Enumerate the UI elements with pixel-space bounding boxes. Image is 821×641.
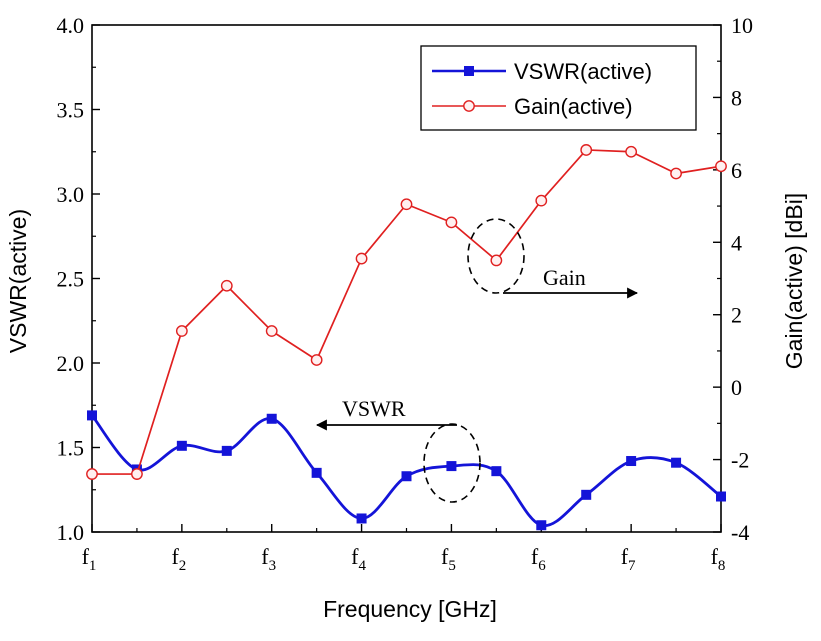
gain-annotation-label: Gain [543, 265, 586, 290]
vswr-active-point [446, 461, 457, 472]
y-right-axis-title: Gain(active) [dBi] [781, 193, 807, 369]
legend-vswr-label: VSWR(active) [514, 59, 652, 84]
y-left-tick-label: 1.0 [57, 520, 85, 545]
x-tick-label: f8 [711, 544, 726, 574]
gain-active-point [86, 468, 98, 480]
vswr-active-point [716, 491, 726, 502]
vswr-active-point [87, 410, 97, 421]
y-left-tick-label: 2.0 [57, 351, 85, 376]
y-right-tick-label: 10 [731, 13, 753, 38]
vswr-active-point [626, 456, 637, 467]
legend-gain-marker [463, 100, 475, 112]
gain-active-point [625, 145, 638, 158]
x-tick-label: f2 [171, 544, 186, 574]
gain-active-point [400, 198, 413, 211]
legend-gain-label: Gain(active) [514, 94, 633, 119]
vswr-active-point [581, 489, 592, 500]
gain-highlight-ellipse [467, 218, 525, 294]
gain-active-point [355, 252, 368, 265]
gain-active-point [535, 194, 548, 207]
y-left-tick-label: 1.5 [57, 436, 85, 461]
y-right-tick-label: 6 [731, 158, 742, 183]
vswr-active-point [176, 440, 187, 451]
x-axis-title: Frequency [GHz] [323, 596, 497, 622]
y-left-tick-label: 4.0 [57, 13, 85, 38]
gain-active-point [131, 468, 143, 480]
axes-layer: 1.0 1.5 2.0 2.5 3.0 3.5 4.0 -4 -2 0 2 4 6 8 10 f1 f2 f3 f4… [57, 13, 754, 574]
y-right-tick-label: -2 [731, 448, 749, 473]
vswr-highlight-ellipse [423, 423, 481, 503]
vswr-active-point [356, 513, 367, 524]
gain-active-point [220, 279, 233, 292]
x-tick-label: f7 [621, 544, 636, 574]
vswr-active-point [491, 466, 502, 477]
gain-active-point [670, 167, 682, 180]
y-right-tick-label: 4 [731, 230, 742, 255]
gain-active-point [265, 325, 278, 337]
legend: VSWR(active) Gain(active) [420, 45, 697, 131]
series-layer [86, 144, 727, 531]
gain-active-point [580, 144, 593, 156]
y-right-tick-label: 0 [731, 375, 742, 400]
gain-active-point [445, 216, 458, 229]
gain-active-point [715, 160, 727, 173]
vswr-active-point [266, 413, 277, 424]
gain-annotation: Gain [467, 218, 639, 299]
vswr-active-point [536, 520, 547, 531]
y-left-tick-label: 3.5 [57, 98, 85, 123]
vswr-annotation-label: VSWR [342, 396, 406, 421]
vswr-active-point [671, 457, 682, 468]
gain-active-point [310, 354, 323, 366]
x-tick-label: f1 [82, 544, 97, 574]
x-tick-label: f3 [261, 544, 276, 574]
y-right-tick-label: 8 [731, 85, 742, 110]
vswr-active-point [401, 471, 412, 482]
x-tick-label: f6 [531, 544, 546, 574]
vswr-active-point [311, 467, 322, 478]
y-right-tick-label: -4 [731, 520, 749, 545]
legend-box [420, 45, 697, 131]
y-left-axis-title: VSWR(active) [5, 209, 31, 353]
gain-active-point [175, 325, 188, 337]
vswr-annotation: VSWR [315, 396, 481, 503]
x-tick-label: f4 [351, 544, 366, 574]
y-left-tick-label: 3.0 [57, 182, 85, 207]
y-left-tick-label: 2.5 [57, 267, 85, 292]
y-right-tick-label: 2 [731, 303, 742, 328]
x-tick-label: f5 [441, 544, 456, 574]
vswr-active-line [90, 414, 722, 527]
vswr-active-point [221, 445, 232, 456]
legend-vswr-marker [464, 66, 474, 76]
gain-active-point [490, 254, 503, 267]
